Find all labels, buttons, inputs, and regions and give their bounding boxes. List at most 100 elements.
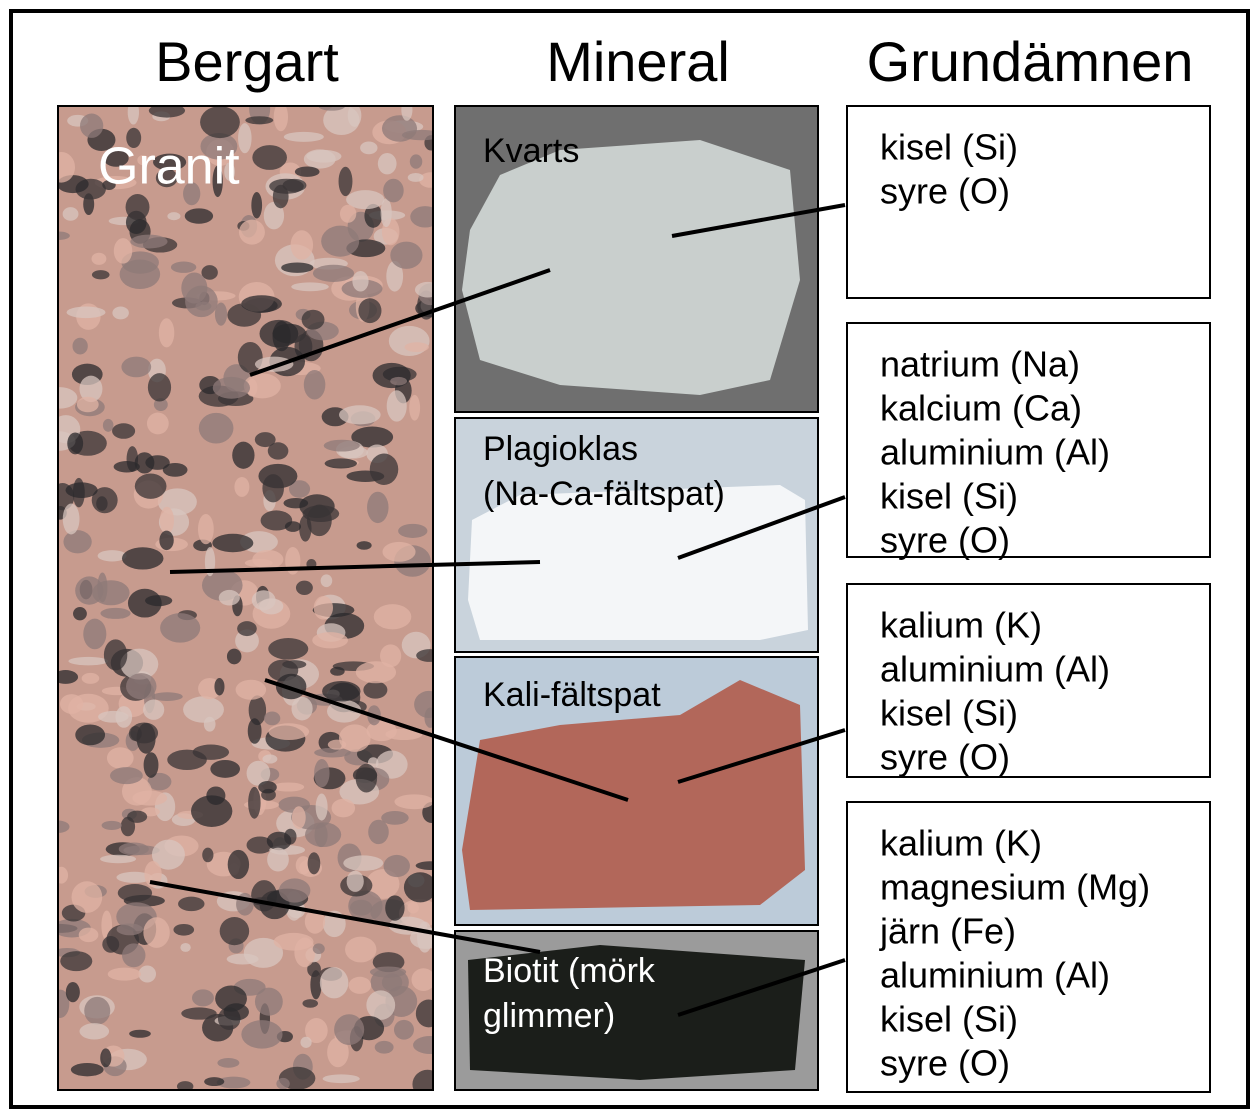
granite-grain — [228, 850, 249, 879]
granite-grain — [160, 613, 200, 642]
granite-grain — [334, 1014, 364, 1045]
granite-grain — [114, 238, 132, 264]
granite-grain — [303, 505, 340, 522]
granite-grain — [322, 681, 360, 702]
granite-grain — [279, 878, 310, 902]
rock-label: Granit — [98, 138, 240, 196]
granite-grain — [145, 455, 169, 470]
granite-grain — [262, 754, 277, 763]
granite-grain — [84, 997, 110, 1025]
granite-grain — [143, 699, 164, 719]
granite-grain — [102, 821, 122, 830]
granite-grain — [152, 692, 183, 701]
element-name: kisel (Si) — [880, 693, 1018, 734]
granite-grain — [204, 1077, 224, 1086]
granite-grain — [373, 363, 411, 388]
granite-grain — [92, 253, 107, 265]
element-name: aluminium (Al) — [880, 432, 1110, 473]
granite-grain — [363, 681, 387, 699]
granite-grain — [63, 207, 79, 221]
column-header: Bergart — [155, 30, 339, 93]
granite-grain — [178, 897, 204, 911]
granite-grain — [262, 474, 284, 502]
mineral-label: (Na-Ca-fältspat) — [483, 475, 725, 513]
granite-grain — [281, 262, 313, 272]
granite-grain — [410, 154, 422, 168]
granite-grain — [227, 649, 242, 665]
granite-grain — [185, 208, 213, 223]
granite-grain — [80, 1023, 110, 1039]
granite-grain — [273, 185, 289, 209]
element-name: aluminium (Al) — [880, 649, 1110, 690]
mineral-label: Kali-fältspat — [483, 676, 661, 714]
granite-grain — [313, 265, 354, 282]
granite-grain — [409, 395, 420, 421]
granite-grain — [349, 977, 372, 994]
granite-grain — [340, 205, 356, 223]
granite-grain — [268, 638, 308, 660]
granite-grain — [167, 212, 180, 220]
granite-grain — [148, 373, 171, 401]
mineral-label: Plagioklas — [483, 430, 638, 468]
granite-grain — [130, 723, 158, 744]
granite-grain — [366, 990, 395, 1019]
granite-grain — [181, 1007, 216, 1019]
granite-grain — [66, 482, 98, 498]
granite-grain — [394, 794, 434, 809]
granite-grain — [295, 167, 320, 177]
granite-grain — [367, 492, 388, 523]
granite-grain — [191, 795, 232, 827]
granite-grain — [258, 781, 277, 793]
granite-grain — [236, 680, 267, 700]
granite-grain — [314, 596, 333, 620]
granite-grain — [357, 541, 372, 550]
granite-grain — [390, 242, 422, 269]
granite-grain — [320, 967, 349, 998]
granite-grain — [139, 965, 157, 982]
granite-grain — [220, 917, 250, 945]
granite-grain — [237, 621, 257, 636]
granite-grain — [381, 198, 392, 227]
granite-grain — [255, 988, 283, 1016]
granite-grain — [306, 150, 341, 163]
granite-grain — [268, 723, 309, 740]
granite-grain — [389, 326, 430, 356]
granite-grain — [375, 1041, 394, 1054]
granite-grain — [122, 943, 145, 967]
granite-grain — [147, 413, 169, 435]
granite-grain — [119, 843, 149, 856]
granite-grain — [67, 432, 83, 454]
granite-grain — [160, 507, 174, 534]
granite-grain — [328, 740, 346, 750]
granite-grain — [408, 173, 424, 182]
granite-grain — [356, 661, 396, 683]
granite-grain — [180, 943, 190, 952]
granite-grain — [193, 745, 229, 760]
granite-grain — [82, 673, 100, 684]
granite-grain — [321, 226, 359, 257]
element-name: järn (Fe) — [879, 911, 1016, 952]
quartz-specimen — [462, 140, 800, 395]
granite-grain — [360, 142, 377, 155]
column-header: Mineral — [546, 30, 730, 93]
granite-grain — [214, 678, 224, 695]
granite-grain — [241, 1020, 282, 1048]
granite-grain — [291, 697, 312, 721]
granite-grain — [358, 298, 381, 323]
granite-grain — [75, 725, 105, 746]
granite-grain — [223, 1003, 249, 1020]
granite-grain — [324, 440, 360, 452]
element-name: syre (O) — [880, 520, 1010, 561]
granite-grain — [248, 718, 262, 744]
element-name: syre (O) — [880, 171, 1010, 212]
granite-grain — [384, 855, 410, 877]
granite-grain — [219, 590, 240, 606]
granite-grain — [60, 951, 92, 971]
granite-grain — [195, 302, 211, 311]
granite-grain — [332, 799, 356, 818]
granite-grain — [210, 760, 240, 778]
granite-grain — [68, 657, 108, 665]
granite-grain — [251, 192, 262, 218]
granite-grain — [404, 872, 437, 902]
granite-grain — [339, 167, 353, 196]
